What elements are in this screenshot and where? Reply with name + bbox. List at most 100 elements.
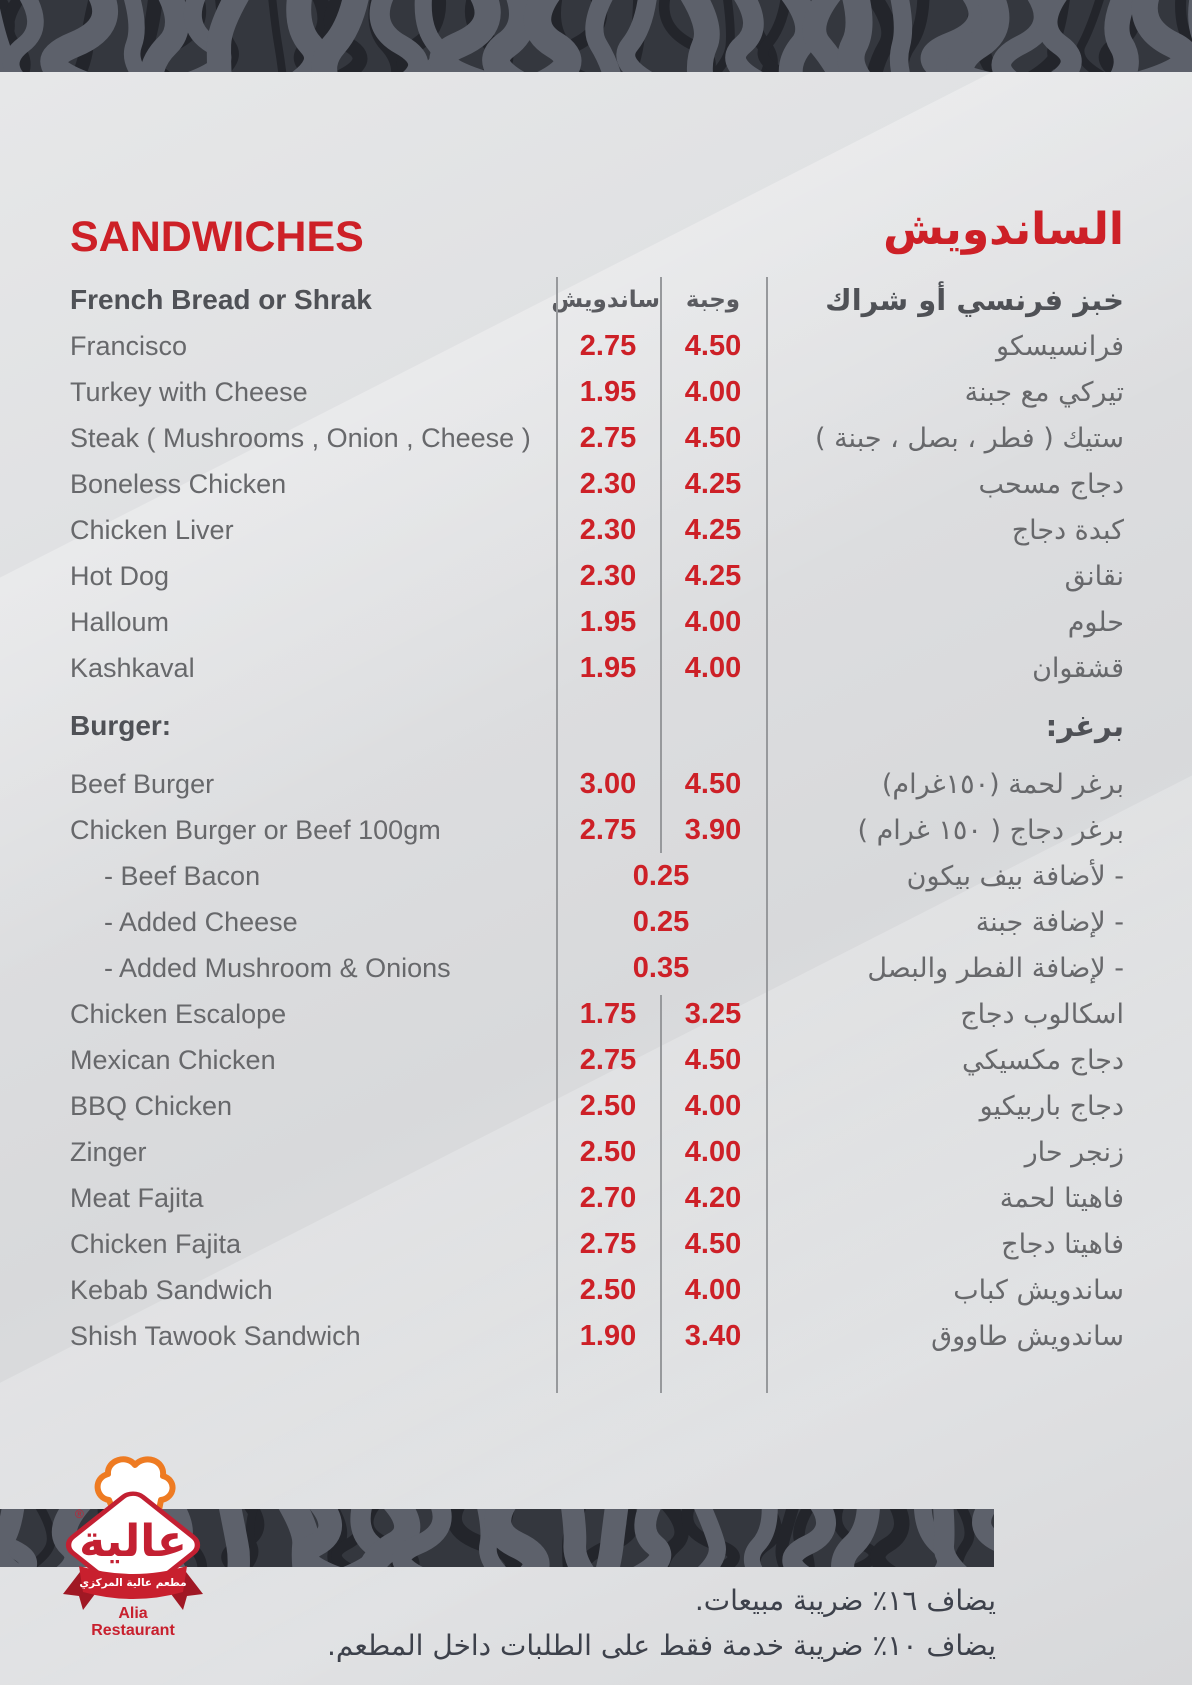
ribbon-text-arabic: مطعم عالية المركزي [79,1577,186,1589]
item-name-ar: ساندويش كباب [953,1274,1124,1306]
restaurant-name-line2: Restaurant [91,1622,175,1639]
price-sandwich: 2.75 [579,1227,637,1260]
price-sandwich: 2.50 [579,1135,637,1168]
item-name-ar: فاهيتا لحمة [999,1182,1124,1214]
item-name-en: Chicken Escalope [70,998,287,1029]
column-divider [660,995,662,1393]
price-sandwich: 2.75 [579,421,637,454]
price-meal: 4.50 [684,329,742,362]
menu-row: Hot Dog 2.30 4.25 نقانق [68,553,1124,599]
item-name-en: Kebab Sandwich [70,1274,273,1305]
chef-hat-icon [94,1456,176,1513]
price-meal: 3.25 [684,997,742,1030]
top-band-pattern [0,0,1192,72]
section-header-en: French Bread or Shrak [70,284,372,315]
menu-row: Beef Burger 3.00 4.50 برغر لحمة (١٥٠غرام) [68,761,1124,807]
price-meal: 3.90 [684,813,742,846]
price-meal: 4.25 [684,513,742,546]
menu-row: Steak ( Mushrooms , Onion , Cheese ) 2.75… [68,415,1124,461]
price-meal: 4.50 [684,767,742,800]
item-name-en: Shish Tawook Sandwich [70,1320,361,1351]
item-name-en: Beef Burger [70,768,215,799]
price-sandwich: 1.90 [579,1319,637,1352]
item-name-en: Kashkaval [70,652,195,683]
price-addon: 0.25 [632,905,690,938]
page-title: SANDWICHES [70,213,364,261]
item-name-ar: - لأضافة بيف بيكون [906,860,1124,892]
price-sandwich: 2.75 [579,813,637,846]
column-divider [766,277,768,1393]
menu-row: Zinger 2.50 4.00 زنجر حار [68,1129,1124,1175]
menu-row: Chicken Burger or Beef 100gm 2.75 3.90 برغر… [68,807,1124,853]
price-meal: 4.00 [684,1273,742,1306]
price-meal: 4.25 [684,559,742,592]
item-name-ar: دجاج مسحب [978,468,1124,500]
menu-row: Kebab Sandwich 2.50 4.00 ساندويش كباب [68,1267,1124,1313]
column-divider [556,277,558,1393]
price-addon: 0.35 [632,951,690,984]
restaurant-name-line1: Alia [118,1605,147,1622]
price-meal: 4.25 [684,467,742,500]
menu-row: BBQ Chicken 2.50 4.00 دجاج باربيكيو [68,1083,1124,1129]
price-sandwich: 1.95 [579,651,637,684]
item-name-ar: - لإضافة جبنة [975,906,1124,938]
item-name-ar: فرانسيسكو [996,330,1124,362]
item-name-ar: قشقوان [1032,652,1124,684]
menu-row: Halloum 1.95 4.00 حلوم [68,599,1124,645]
item-name-ar: حلوم [1067,606,1124,638]
restaurant-logo: ® عالية مطعم عالية المركزي Alia Restaura… [63,1456,203,1639]
price-addon: 0.25 [632,859,690,892]
item-name-en: BBQ Chicken [70,1090,233,1121]
price-meal: 4.00 [684,375,742,408]
item-name-ar: دجاج باربيكيو [979,1090,1124,1122]
price-meal: 4.50 [684,1043,742,1076]
item-name-ar: زنجر حار [1024,1136,1124,1168]
item-name-en: - Added Mushroom & Onions [104,952,451,983]
section-header-row: Burger: برغر: [68,703,1124,749]
item-name-en: - Added Cheese [104,906,298,937]
menu-row: Kashkaval 1.95 4.00 قشقوان [68,645,1124,691]
section-header-row: French Bread or Shrak ساندويش وجبة خبز فرنس… [68,277,1124,323]
item-name-ar: تيركي مع جبنة [964,376,1124,408]
item-name-en: Halloum [70,606,170,637]
item-name-en: Meat Fajita [70,1182,204,1213]
price-sandwich: 2.50 [579,1089,637,1122]
price-meal: 4.00 [684,1135,742,1168]
item-name-en: Steak ( Mushrooms , Onion , Cheese ) [70,422,531,453]
item-name-ar: ستيك ( فطر ، بصل ، جبنة ) [814,422,1124,454]
price-meal: 4.00 [684,1089,742,1122]
price-sandwich: 3.00 [579,767,637,800]
item-name-en: Mexican Chicken [70,1044,276,1075]
menu-row: - Added Mushroom & Onions 0.35 - لإضافة ال… [68,945,1124,991]
price-sandwich: 2.30 [579,467,637,500]
price-sandwich: 2.30 [579,513,637,546]
item-name-ar: - لإضافة الفطر والبصل [867,952,1124,984]
section-header-ar: برغر: [1045,709,1124,743]
registered-mark: ® [75,1507,84,1521]
menu-row: Francisco 2.75 4.50 فرانسيسكو [68,323,1124,369]
item-name-ar: ساندويش طاووق [931,1320,1124,1352]
item-name-en: Turkey with Cheese [70,376,308,407]
item-name-en: Chicken Burger or Beef 100gm [70,814,441,845]
price-sandwich: 2.50 [579,1273,637,1306]
price-meal: 4.00 [684,605,742,638]
menu-table: French Bread or Shrak ساندويش وجبة خبز فرنس… [68,277,1124,1393]
column-header-sandwich: ساندويش [551,287,660,313]
price-sandwich: 1.75 [579,997,637,1030]
menu-row: Meat Fajita 2.70 4.20 فاهيتا لحمة [68,1175,1124,1221]
tax-notice-line2: يضاف ١٠٪ ضريبة خدمة فقط على الطلبات داخل… [326,1629,996,1662]
item-name-en: - Beef Bacon [104,860,261,891]
item-name-ar: نقانق [1064,560,1124,592]
page-title-arabic: الساندويش [883,204,1124,255]
item-name-en: Chicken Fajita [70,1228,242,1259]
top-band [0,0,1192,72]
tax-notice: يضاف ١٦٪ ضريبة مبيعات. يضاف ١٠٪ ضريبة خد… [327,1578,996,1668]
price-sandwich: 2.70 [579,1181,637,1214]
price-meal: 4.00 [684,651,742,684]
section-header-ar: خبز فرنسي أو شراك [825,283,1124,317]
item-name-en: Boneless Chicken [70,468,287,499]
menu-row: Turkey with Cheese 1.95 4.00 تيركي مع جبنة [68,369,1124,415]
price-meal: 3.40 [684,1319,742,1352]
item-name-ar: دجاج مكسيكي [962,1044,1124,1076]
